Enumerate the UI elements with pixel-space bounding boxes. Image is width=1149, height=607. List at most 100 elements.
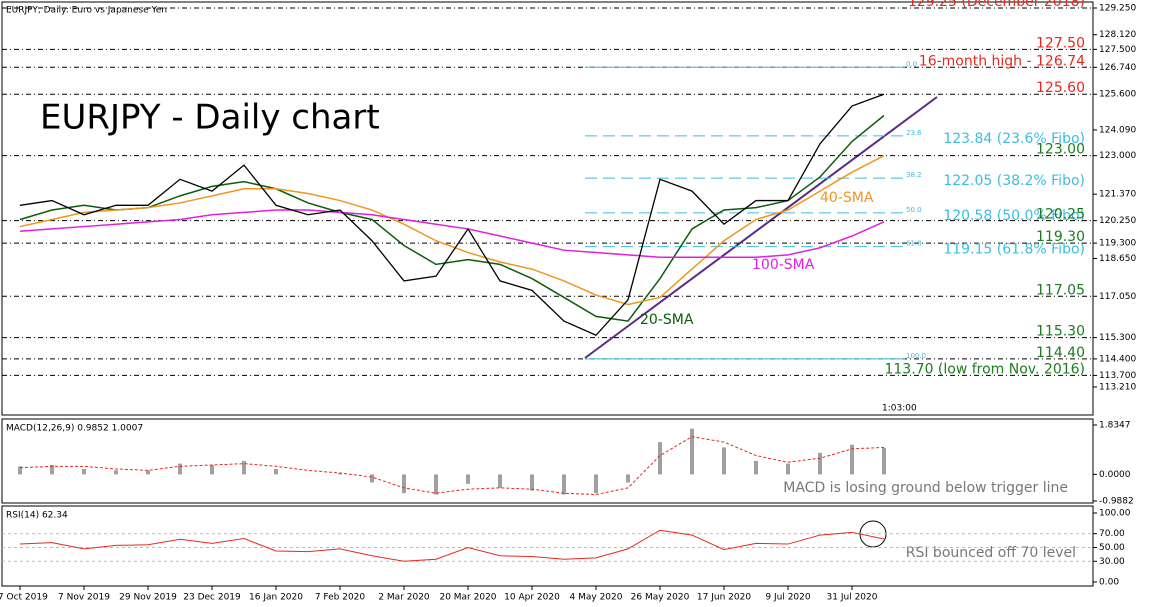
price-line: [19, 93, 885, 337]
macd-bar: [562, 474, 566, 495]
fibo-tag: 61.8: [906, 240, 922, 248]
fibo-tag: 38.2: [906, 171, 922, 179]
macd-bar: [882, 447, 886, 475]
macd-bar: [594, 474, 598, 494]
level-label: 127.50: [1036, 35, 1085, 51]
rsi-panel: [1, 505, 1094, 587]
macd-bar: [466, 474, 470, 484]
y-tick-label: 0.0000: [1099, 470, 1131, 480]
fibo-tag: 23.6: [906, 129, 922, 137]
level-label: 119.15 (61.8% Fibo): [943, 242, 1085, 258]
main-panel: [1, 1, 1094, 416]
x-tick-label: 4 May 2020: [570, 593, 623, 603]
macd-title: MACD(12,26,9) 0.9852 1.0007: [6, 424, 143, 434]
y-tick-label: 118.650: [1099, 254, 1136, 264]
fibo-tag: 0.0: [906, 60, 917, 68]
macd-bar: [722, 447, 726, 475]
macd-bar: [402, 474, 406, 494]
level-label: 123.00: [1036, 142, 1085, 158]
sma-label: 100-SMA: [752, 257, 815, 273]
x-tick-label: 2 Mar 2020: [378, 593, 430, 603]
rsi-line: [19, 529, 885, 562]
macd-bar: [530, 474, 534, 491]
y-tick-label: 129.250: [1099, 4, 1136, 14]
x-tick-label: 7 Feb 2020: [315, 593, 366, 603]
sma-line: [19, 114, 885, 322]
y-tick-label: 119.300: [1099, 239, 1136, 249]
level-label: 16-month high - 126.74: [919, 53, 1085, 69]
x-tick-label: 20 Mar 2020: [439, 593, 496, 603]
level-label: 119.30: [1036, 229, 1085, 245]
macd-signal: [19, 436, 885, 496]
y-tick-label: 123.000: [1099, 151, 1136, 161]
sma-label: 20-SMA: [640, 312, 694, 328]
level-label: 122.05 (38.2% Fibo): [943, 173, 1085, 189]
level-label: 114.40: [1036, 345, 1085, 361]
macd-bar: [658, 442, 662, 475]
macd-bar: [754, 460, 758, 475]
y-tick-label: 125.600: [1099, 90, 1136, 100]
x-tick-label: 23 Dec 2019: [183, 593, 241, 603]
y-tick-label: 1.8347: [1099, 421, 1131, 431]
x-tick-label: 7 Nov 2019: [58, 593, 110, 603]
trend-line: [584, 96, 938, 359]
macd-bar: [146, 470, 150, 475]
macd-bar: [690, 428, 694, 475]
y-tick-label: 120.250: [1099, 216, 1136, 226]
sma-line: [19, 155, 885, 306]
macd-bar: [786, 463, 790, 475]
y-tick-label: 127.500: [1099, 45, 1136, 55]
macd-bar: [274, 469, 278, 475]
chart-title: EURJPY - Daily chart: [40, 98, 380, 138]
macd-bar: [626, 474, 630, 483]
sma-line: [19, 209, 885, 259]
macd-bar: [818, 452, 822, 475]
macd-bar: [434, 474, 438, 495]
header: EURJPY, Daily: Euro vs Japanese Yen: [6, 6, 167, 16]
macd-bar: [18, 466, 22, 475]
y-tick-label: -0.9882: [1099, 497, 1134, 507]
level-label: 117.05: [1036, 282, 1085, 298]
y-tick-label: 128.120: [1099, 30, 1136, 40]
y-tick-label: 113.210: [1099, 383, 1136, 393]
level-label: 113.70 (low from Nov. 2016): [884, 361, 1085, 377]
rsi-note: RSI bounced off 70 level: [906, 545, 1076, 561]
macd-bar: [82, 469, 86, 475]
macd-bar: [50, 464, 54, 475]
countdown: 1:03:00: [882, 404, 917, 414]
y-tick-label: 115.300: [1099, 333, 1136, 343]
x-tick-label: 26 May 2020: [631, 593, 690, 603]
y-tick-label: 100.00: [1099, 509, 1131, 519]
level-label: 115.30: [1036, 324, 1085, 340]
macd-bar: [178, 463, 182, 475]
y-tick-label: 30.00: [1099, 557, 1125, 567]
level-label: 120.25: [1036, 207, 1085, 223]
level-label: 125.60: [1036, 80, 1085, 96]
y-tick-label: 117.050: [1099, 292, 1136, 302]
y-tick-label: 70.00: [1099, 529, 1125, 539]
fibo-tag: 100.0: [906, 352, 926, 360]
x-tick-label: 10 Apr 2020: [504, 593, 560, 603]
macd-bar: [370, 474, 374, 483]
x-tick-label: 29 Nov 2019: [119, 593, 177, 603]
rsi-title: RSI(14) 62.34: [6, 511, 68, 521]
macd-bar: [498, 474, 502, 488]
macd-bar: [338, 473, 342, 475]
macd-bar: [210, 464, 214, 475]
macd-bar: [242, 460, 246, 475]
y-tick-label: 121.370: [1099, 190, 1136, 200]
x-tick-label: 17 Jun 2020: [697, 593, 751, 603]
x-tick-label: 16 Jan 2020: [249, 593, 303, 603]
level-label: 123.84 (23.6% Fibo): [943, 131, 1085, 147]
y-tick-label: 114.400: [1099, 354, 1136, 364]
macd-panel: [1, 418, 1094, 504]
y-tick-label: 50.00: [1099, 543, 1125, 553]
sma-label: 40-SMA: [820, 190, 874, 206]
macd-note: MACD is losing ground below trigger line: [783, 480, 1068, 496]
macd-bar: [114, 470, 118, 475]
fibo-tag: 50.0: [906, 206, 922, 214]
level-label: 120.58 (50.0% Fibo): [943, 208, 1085, 224]
y-tick-label: 124.090: [1099, 125, 1136, 135]
y-tick-label: 113.700: [1099, 371, 1136, 381]
